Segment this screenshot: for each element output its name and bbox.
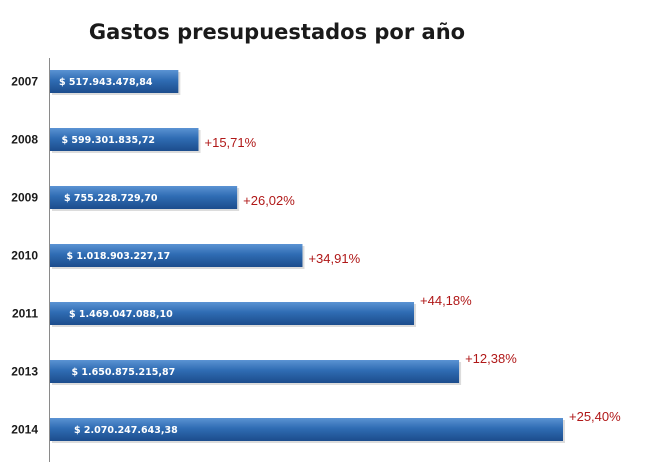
bar-value-label: $ 1.018.903.227,17: [67, 251, 171, 262]
y-tick-label: 2010: [11, 249, 38, 263]
growth-annotation: +12,38%: [465, 351, 517, 366]
bar-value-label: $ 1.469.047.088,10: [69, 309, 173, 320]
bar-value-label: $ 2.070.247.643,38: [74, 425, 178, 436]
y-tick-label: 2009: [11, 191, 38, 205]
bar-value-label: $ 755.228.729,70: [64, 193, 158, 204]
growth-annotation: +25,40%: [569, 409, 621, 424]
growth-annotation: +15,71%: [205, 135, 257, 150]
growth-annotation: +26,02%: [243, 193, 295, 208]
growth-annotation: +44,18%: [420, 293, 472, 308]
bar: [50, 244, 303, 267]
bar: [50, 302, 415, 325]
y-tick-label: 2013: [11, 365, 38, 379]
bar-value-label: $ 599.301.835,72: [62, 135, 155, 146]
y-tick-label: 2008: [11, 133, 38, 147]
bar: [50, 70, 179, 93]
growth-annotation: +34,91%: [308, 251, 360, 266]
bar-value-label: $ 1.650.875.215,87: [72, 367, 176, 378]
bar-value-label: $ 517.943.478,84: [59, 77, 153, 88]
y-tick-label: 2007: [11, 75, 38, 89]
bar: [50, 418, 563, 441]
bar: [50, 186, 238, 209]
y-tick-label: 2011: [12, 307, 38, 321]
bar: [50, 360, 460, 383]
bar: [50, 128, 199, 151]
chart-title: Gastos presupuestados por año: [89, 20, 465, 44]
bar-rows: 2007 $ 517.943.478,84 2008 $ 599.301.835,72…: [11, 70, 621, 443]
y-tick-label: 2014: [11, 423, 38, 437]
